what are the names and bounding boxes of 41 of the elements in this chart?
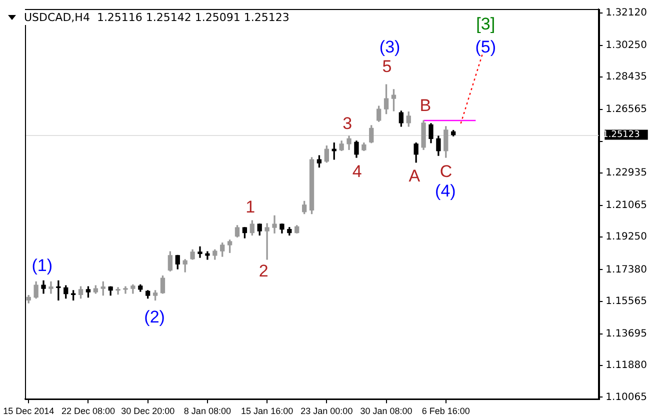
- y-tick-label: 1.22935: [606, 168, 648, 178]
- y-tick-label: 1.19250: [606, 232, 648, 243]
- annotation: C: [440, 162, 452, 181]
- y-tick-label: 1.21065: [606, 200, 648, 212]
- annotation: 4: [352, 162, 362, 181]
- annotation: [3]: [476, 14, 496, 34]
- x-tick-label: 30 Jan 08:00: [360, 406, 412, 416]
- y-tick-label: 1.15565: [606, 296, 648, 307]
- annotation: A: [408, 166, 421, 186]
- x-tick-label: 30 Dec 20:00: [121, 406, 175, 416]
- y-tick-label: 1.10065: [606, 392, 648, 403]
- annotation: (1): [32, 256, 52, 275]
- annotation: (4): [435, 181, 456, 200]
- candlestick: [48, 281, 54, 294]
- y-tick-label: 1.13695: [606, 328, 648, 340]
- candlestick: [116, 287, 120, 295]
- candlestick: [198, 246, 202, 258]
- candlestick: [264, 223, 270, 260]
- y-tick-label: 1.28435: [606, 72, 648, 83]
- y-tick-label: 1.32120: [606, 7, 648, 18]
- annotation: 1: [246, 198, 256, 217]
- y-tick-label: 1.17380: [606, 264, 648, 276]
- annotation: B: [420, 96, 432, 115]
- y-tick-label: 1.11880: [606, 360, 648, 372]
- x-tick-label: 6 Feb 16:00: [422, 406, 470, 416]
- x-tick-label: 23 Jan 00:00: [300, 406, 353, 416]
- annotation: 5: [382, 56, 392, 76]
- x-tick-label: 22 Dec 08:00: [61, 406, 115, 416]
- x-tick-label: 15 Dec 2014: [3, 406, 54, 416]
- annotation: (2): [144, 307, 165, 326]
- annotation: 3: [342, 114, 352, 134]
- candlestick: [272, 215, 277, 234]
- annotation: (5): [475, 38, 496, 57]
- y-tick-label: 1.26565: [606, 104, 648, 116]
- ref-line-label: 1.25123: [602, 130, 640, 140]
- x-tick-label: 15 Jan 16:00: [241, 406, 294, 416]
- annotation: 2: [258, 262, 268, 281]
- x-tick-label: 8 Jan 08:00: [184, 406, 231, 416]
- y-tick-label: 1.30250: [606, 40, 648, 52]
- annotation: (3): [379, 38, 400, 57]
- chart-title: USDCAD,H4 1.25116 1.25142 1.25091 1.25123: [24, 11, 290, 24]
